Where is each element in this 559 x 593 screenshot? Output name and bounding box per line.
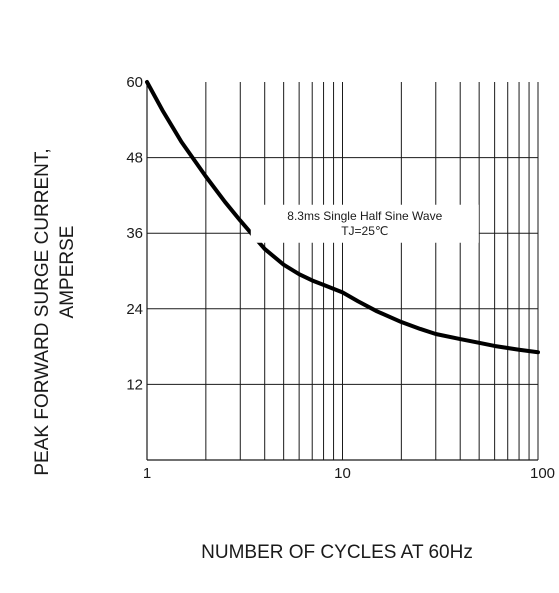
y-tick-label: 48: [126, 150, 143, 167]
annotation-line: 8.3ms Single Half Sine Wave: [287, 209, 442, 223]
y-axis-title-line: PEAK FORWARD SURGE CURRENT,: [32, 148, 53, 475]
curve-layer: [145, 80, 540, 355]
x-tick-label: 10: [334, 465, 351, 482]
axis-titles: NUMBER OF CYCLES AT 60Hz PEAK FORWARD SUR…: [32, 148, 473, 563]
annotation-line: TJ=25℃: [341, 224, 388, 238]
annotation-background: [250, 204, 479, 243]
y-tick-label: 36: [126, 225, 143, 242]
surge-current-curve: [145, 80, 540, 355]
x-tick-label: 1: [143, 465, 151, 482]
y-tick-label: 60: [126, 74, 143, 91]
x-axis-title: NUMBER OF CYCLES AT 60Hz: [201, 542, 473, 563]
x-tick-label: 100: [530, 465, 555, 482]
grid: [146, 82, 539, 461]
y-tick-label: 12: [126, 376, 143, 393]
y-tick-label: 24: [126, 301, 143, 318]
tick-labels: 12 24 36 48 60 1 10 100: [126, 74, 555, 482]
y-axis-title-line: AMPERSE: [57, 226, 78, 319]
y-axis-title: PEAK FORWARD SURGE CURRENT, AMPERSE: [32, 148, 78, 475]
